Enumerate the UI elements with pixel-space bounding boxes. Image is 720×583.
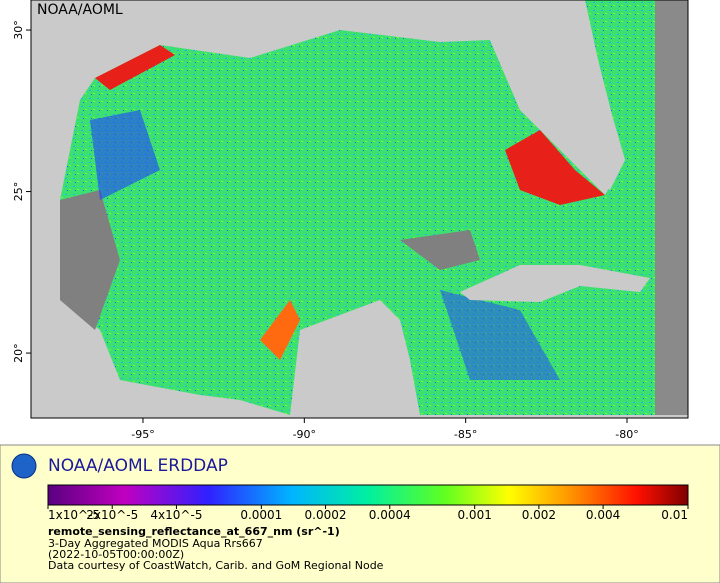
map: NOAA/AOML — [30, 0, 689, 419]
x-tick-label: -90° — [293, 428, 316, 441]
low-reflectance — [440, 290, 560, 380]
florida — [490, 0, 625, 190]
colorbar-tick-label: 0.001 — [457, 508, 491, 522]
info-line: 3-Day Aggregated MODIS Aqua Rrs667 — [48, 537, 263, 550]
x-tick-label: -95° — [131, 428, 154, 441]
colorbar-tick-label: 2x10^-5 — [86, 508, 138, 522]
high-reflectance — [505, 130, 605, 205]
variable-name: remote_sensing_reflectance_at_667_nm (sr… — [48, 525, 340, 538]
colorbar — [47, 484, 689, 506]
legend-title: NOAA/AOML ERDDAP — [48, 456, 228, 476]
colorbar-tick-label: 0.004 — [586, 508, 620, 522]
x-tick-label: -80° — [615, 428, 638, 441]
no-data — [400, 230, 480, 270]
y-tick-label: 25° — [12, 182, 25, 202]
map-frame — [30, 0, 689, 419]
cuba — [460, 265, 650, 302]
no-data — [655, 0, 688, 415]
colorbar-tick-label: 0.0004 — [369, 508, 411, 522]
info-line: Data courtesy of CoastWatch, Carib. and … — [48, 559, 384, 572]
info-line: (2022-10-05T00:00:00Z) — [48, 548, 184, 561]
high-reflectance — [95, 45, 175, 90]
colorbar-tick-label: 4x10^-5 — [150, 508, 202, 522]
colorbar-tick-label: 1x10^-5 — [48, 508, 100, 522]
legend-panel — [0, 444, 720, 583]
high-reflectance — [260, 300, 300, 360]
y-tick-label: 20° — [12, 343, 25, 363]
colorbar-tick-label: 0.0002 — [305, 508, 347, 522]
colorbar-tick-label: 0.0001 — [240, 508, 282, 522]
colorbar-tick-label: 0.01 — [661, 508, 688, 522]
noaa-logo — [11, 453, 37, 479]
x-tick-label: -85° — [454, 428, 477, 441]
y-tick-label: 30° — [12, 20, 25, 40]
low-reflectance — [90, 110, 160, 200]
no-data — [60, 190, 120, 330]
colorbar-tick-label: 0.002 — [522, 508, 556, 522]
watermark: NOAA/AOML — [37, 2, 123, 18]
